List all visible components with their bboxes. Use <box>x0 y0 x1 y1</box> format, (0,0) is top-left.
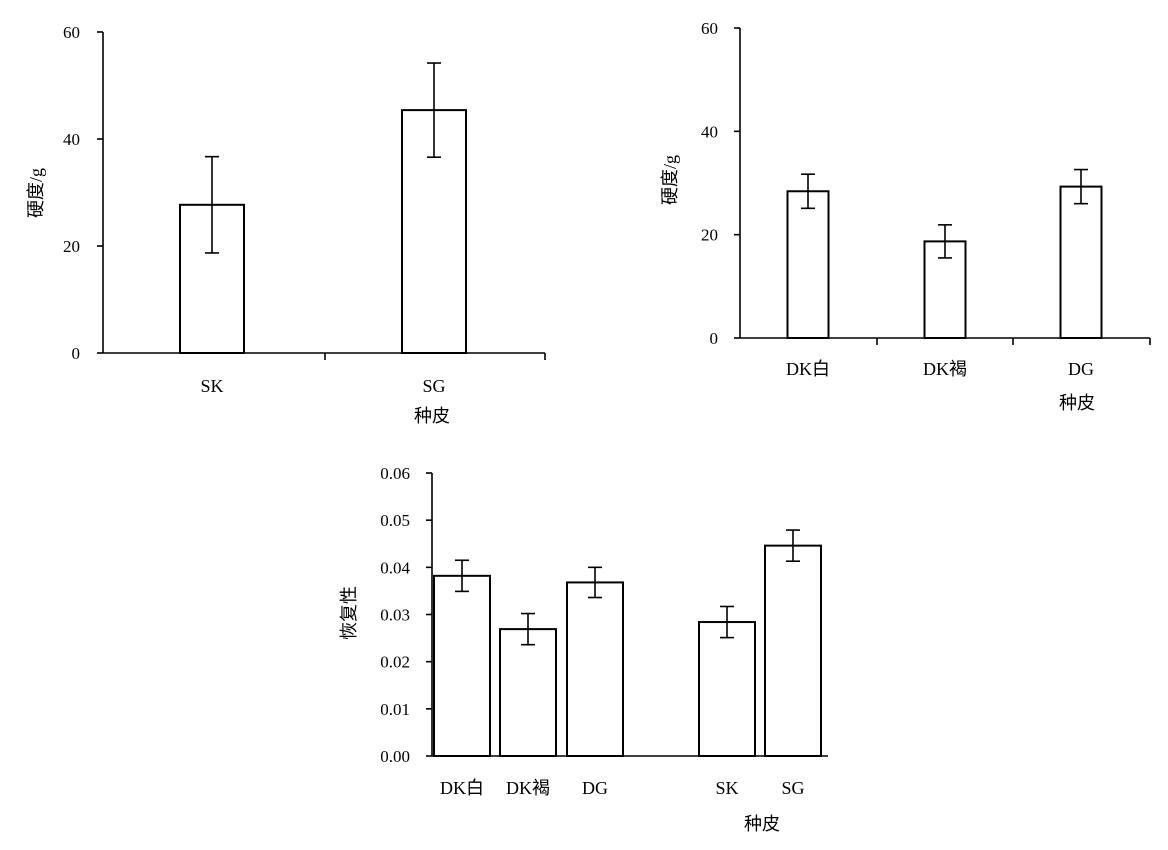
bar <box>499 628 557 757</box>
y-tick-label: 40 <box>701 122 718 141</box>
bar <box>566 581 624 758</box>
x-category-label: DK褐 <box>506 778 550 798</box>
x-category-label: DG <box>582 778 608 798</box>
error-bar <box>801 173 815 210</box>
y-axis-title: 硬度/g <box>26 168 46 218</box>
error-bar <box>588 566 602 599</box>
x-category-label: SK <box>715 778 738 798</box>
x-category-label: DK白 <box>440 778 484 798</box>
x-category-label: DG <box>1068 359 1094 379</box>
error-bar <box>938 224 952 259</box>
y-tick-label: 0.00 <box>380 747 410 766</box>
chart-recovery: 恢复性 种皮 0.00 0.01 0.02 0.03 0.04 0.05 0.06 DK白 DK… <box>339 464 828 834</box>
chart-hardness-s: 硬度/g 种皮 0 20 40 60 SK SG <box>26 23 546 426</box>
y-tick-label: 0.04 <box>380 558 410 577</box>
y-tick-label: 0.06 <box>380 464 410 483</box>
y-tick-label: 0.01 <box>380 700 410 719</box>
x-category-label: SG <box>781 778 804 798</box>
x-axis-title: 种皮 <box>414 406 450 426</box>
y-tick-label: 0.03 <box>380 606 410 625</box>
bar <box>923 240 967 339</box>
error-bar <box>1074 168 1088 205</box>
error-bar <box>720 605 734 639</box>
error-bar <box>205 155 219 254</box>
error-bar <box>786 529 800 563</box>
bar <box>764 544 822 757</box>
y-tick-label: 60 <box>701 19 718 38</box>
y-tick-label: 20 <box>63 237 80 256</box>
y-tick-label: 20 <box>701 226 718 245</box>
bar <box>1059 185 1103 339</box>
error-bar <box>427 62 441 158</box>
bar <box>433 574 491 757</box>
chart-hardness-d: 硬度/g 种皮 0 20 40 60 DK白 DK褐 DG <box>660 19 1151 413</box>
y-tick-label: 60 <box>63 23 80 42</box>
error-bar <box>455 559 469 593</box>
y-tick-label: 40 <box>63 130 80 149</box>
x-category-label: DK白 <box>786 359 830 379</box>
bar <box>698 621 756 758</box>
y-axis-title: 硬度/g <box>660 155 680 205</box>
y-tick-label: 0.02 <box>380 653 410 672</box>
y-tick-label: 0.05 <box>380 511 410 530</box>
x-category-label: SK <box>200 376 223 396</box>
error-bar <box>521 612 535 646</box>
x-axis-title: 种皮 <box>1059 393 1095 413</box>
x-category-label: DK褐 <box>923 359 967 379</box>
y-tick-label: 0 <box>710 329 719 348</box>
x-category-label: SG <box>422 376 445 396</box>
y-tick-label: 0 <box>72 344 81 363</box>
y-axis-title: 恢复性 <box>339 586 359 640</box>
x-axis-title: 种皮 <box>744 814 780 834</box>
bar <box>786 190 830 339</box>
